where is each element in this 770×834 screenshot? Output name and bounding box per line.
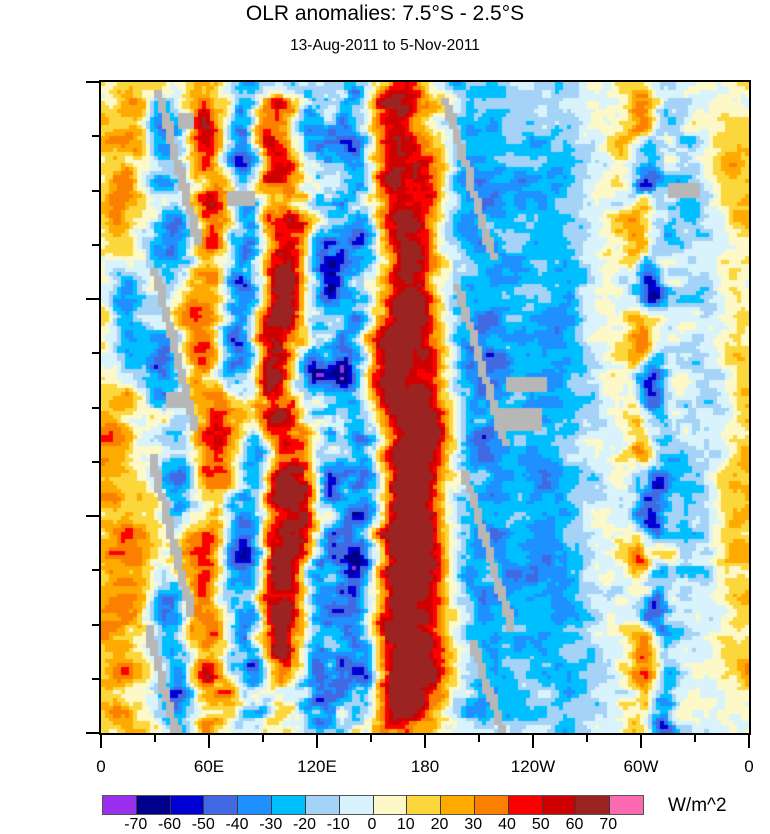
colorbar-swatch	[373, 796, 408, 814]
colorbar-swatch	[136, 796, 171, 814]
colorbar-swatch	[204, 796, 239, 814]
y-tick-minor	[92, 460, 99, 463]
colorbar-tick-label: -30	[259, 816, 283, 833]
x-axis-label: 180	[410, 757, 440, 776]
olr-anomaly-field	[101, 82, 749, 733]
colorbar-tick-label: 0	[367, 816, 377, 833]
colorbar-units-label: W/m^2	[668, 795, 727, 816]
colorbar-swatch	[103, 796, 137, 814]
colorbar-tick-label: -60	[157, 816, 182, 833]
x-axis-label: 0	[744, 757, 754, 776]
y-tick-major	[86, 81, 99, 83]
colorbar-swatch	[407, 796, 442, 814]
x-axis-label: 120W	[510, 757, 556, 776]
colorbar-tick-label: 20	[430, 816, 449, 833]
page-subtitle: 13-Aug-2011 to 5-Nov-2011	[290, 37, 480, 54]
colorbar-tick-label: 70	[599, 816, 618, 833]
x-tick-major	[208, 735, 210, 748]
x-tick-minor	[478, 735, 480, 742]
y-tick-minor	[92, 135, 99, 138]
plot-area	[99, 80, 751, 735]
colorbar-swatch	[474, 796, 509, 814]
colorbar-swatch	[305, 796, 340, 814]
colorbar-swatch	[508, 796, 543, 814]
colorbar-swatch	[170, 796, 205, 814]
x-tick-minor	[154, 735, 156, 742]
colorbar	[102, 795, 644, 815]
colorbar-swatch	[542, 796, 577, 814]
colorbar-swatch	[272, 796, 306, 814]
colorbar-tick-label: 60	[565, 816, 584, 833]
colorbar-tick-label: -40	[225, 816, 249, 833]
colorbar-tick-label: 30	[464, 816, 483, 833]
x-tick-major	[532, 735, 534, 748]
y-tick-minor	[92, 189, 99, 192]
colorbar-tick-label: 50	[531, 816, 550, 833]
colorbar-swatch	[238, 796, 273, 814]
y-tick-major	[86, 515, 99, 517]
y-tick-major	[86, 732, 99, 734]
x-tick-minor	[370, 735, 372, 742]
y-tick-minor	[92, 352, 99, 355]
x-tick-major	[316, 735, 318, 748]
y-tick-minor	[92, 243, 99, 246]
x-tick-major	[640, 735, 642, 748]
y-tick-minor	[92, 406, 99, 409]
x-axis-label: 0	[96, 757, 106, 776]
x-tick-major	[100, 735, 102, 748]
colorbar-tick-label: 10	[396, 816, 415, 833]
x-tick-minor	[586, 735, 588, 742]
colorbar-tick-label: 40	[498, 816, 516, 833]
y-tick-minor	[92, 623, 99, 626]
colorbar-swatch	[339, 796, 374, 814]
y-tick-minor	[92, 569, 99, 572]
colorbar-swatch	[610, 796, 643, 814]
x-tick-minor	[694, 735, 696, 742]
colorbar-tick-label: -50	[191, 816, 215, 833]
x-tick-major	[424, 735, 426, 748]
x-tick-minor	[262, 735, 264, 742]
x-axis-label: 120E	[297, 757, 337, 776]
colorbar-tick-label: -20	[292, 816, 317, 833]
colorbar-tick-label: -70	[124, 816, 148, 833]
colorbar-swatch	[441, 796, 475, 814]
page-title: OLR anomalies: 7.5°S - 2.5°S	[245, 2, 525, 25]
x-axis-label: 60E	[193, 757, 225, 776]
colorbar-swatch	[576, 796, 611, 814]
y-tick-minor	[92, 677, 99, 680]
colorbar-tick-label: -10	[326, 816, 350, 833]
y-tick-major	[86, 298, 99, 300]
x-axis-label: 60W	[623, 757, 659, 776]
x-tick-major	[748, 735, 750, 748]
